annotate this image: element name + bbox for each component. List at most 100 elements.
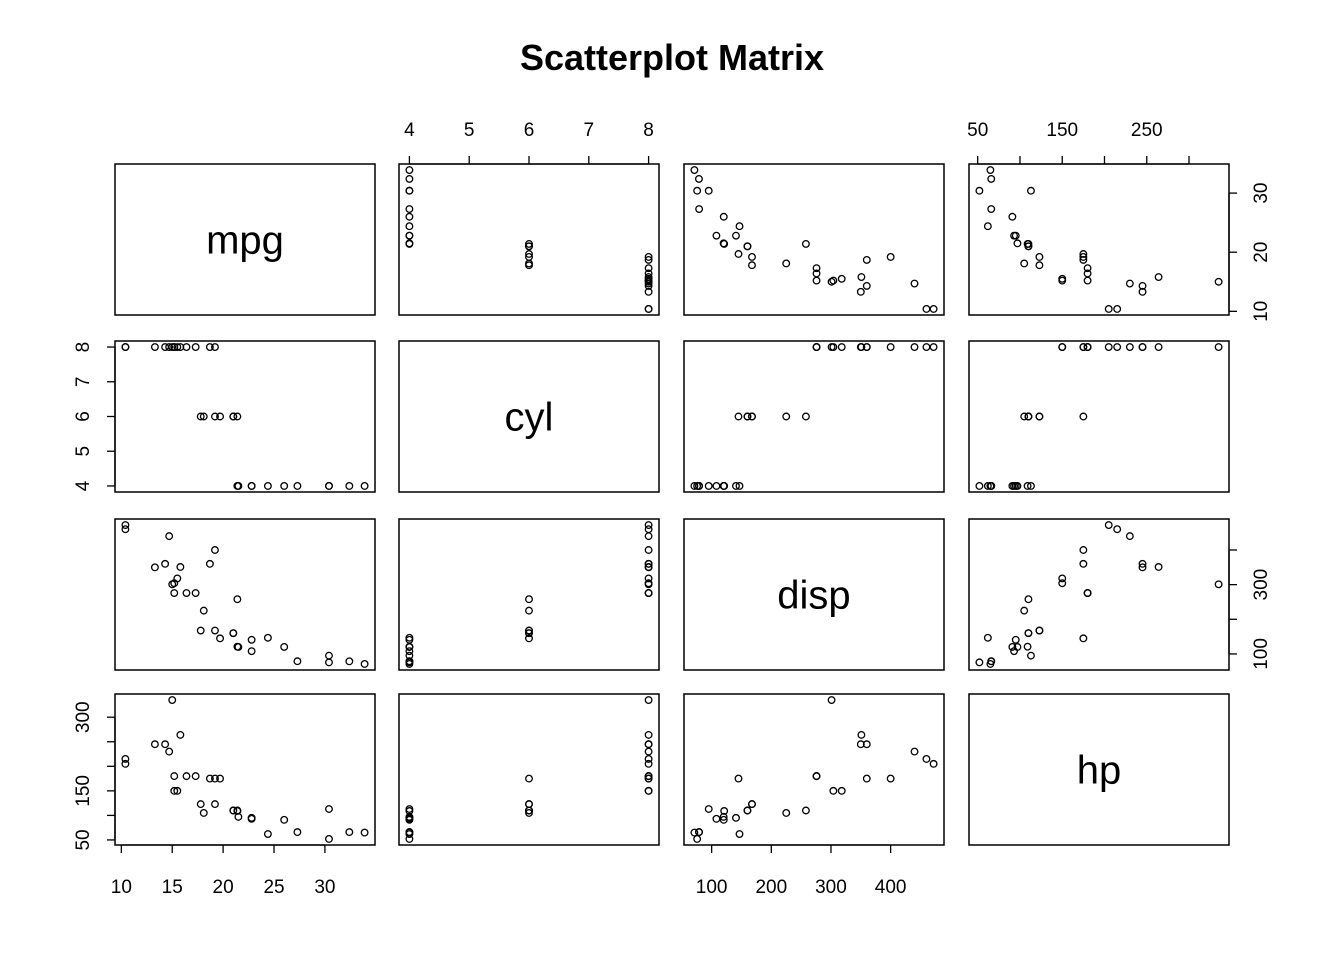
data-point [216,634,225,643]
data-point [748,261,756,270]
data-point [856,740,865,749]
data-point [975,658,984,667]
data-point [1138,343,1147,351]
data-point [405,828,414,837]
data-point [1013,643,1022,651]
data-point [405,239,414,248]
data-point [801,239,810,248]
data-point [1214,343,1223,351]
data-point [910,747,919,756]
data-point [1138,287,1147,296]
data-point [165,343,174,351]
data-point [1113,305,1122,313]
panel-frame [968,693,1230,846]
data-point [405,174,414,183]
data-point [121,525,130,534]
panel-frame [683,340,945,493]
data-point [1020,606,1029,615]
panel-mpg-vs-disp [683,163,945,316]
data-point [720,482,729,490]
data-point [405,815,414,824]
data-point [748,800,756,809]
data-point [987,174,996,183]
data-point [719,812,728,821]
data-point [211,343,219,351]
data-point [196,412,205,421]
tick-label: 100 [696,877,728,898]
data-point [910,279,919,288]
data-point [704,186,713,195]
data-point [405,231,414,240]
data-point [405,166,414,174]
data-point [857,343,866,351]
data-point [170,772,179,781]
data-point [191,343,200,351]
data-point [263,830,272,839]
data-point [695,205,704,214]
data-point [837,343,846,351]
data-point [734,412,743,421]
data-point [782,412,791,421]
data-point [1024,629,1033,638]
data-point [121,754,130,763]
panel-disp-vs-disp: disp [683,518,945,671]
data-point [886,252,895,261]
data-point [644,277,653,286]
tick-label: 20 [213,877,234,898]
data-point [720,807,729,815]
tick-label: 10 [111,877,132,898]
data-point [695,482,704,490]
data-point [525,250,533,258]
data-point [161,740,170,749]
data-point [704,482,713,490]
data-point [644,563,653,571]
data-point [837,274,846,283]
data-point [233,642,242,651]
data-point [191,772,200,781]
data-point [1011,231,1020,240]
data-point [1154,273,1163,281]
data-point [280,642,289,651]
data-point [525,595,533,604]
data-point [191,589,200,597]
data-point [644,696,653,704]
data-point [922,305,931,313]
data-point [1035,626,1044,635]
data-point [922,754,931,763]
data-point [856,287,865,296]
data-point [233,595,242,604]
data-point [720,239,729,248]
data-point [150,343,159,351]
data-point [1008,642,1017,651]
data-point [1079,252,1088,261]
tick-label: 10 [1251,301,1272,322]
data-point [1125,343,1134,351]
panel-frame [683,693,945,846]
panel-cyl-vs-mpg [114,340,376,493]
panel-frame [398,163,660,316]
data-point [719,212,728,221]
data-point [929,343,938,351]
data-point [812,772,821,781]
data-point [205,559,214,568]
data-point [1079,343,1088,351]
data-point [176,730,185,739]
data-point [1011,635,1020,644]
data-point [812,343,821,351]
data-point [987,657,996,666]
data-point [644,747,653,756]
data-point [1013,239,1022,248]
data-point [644,521,653,529]
data-point [405,660,414,668]
data-point [405,807,414,815]
data-point [173,343,182,351]
tick-label: 150 [73,775,94,807]
tick-label: 6 [73,411,94,422]
data-point [405,222,414,231]
data-point [173,574,182,583]
panel-hp-vs-mpg [114,693,376,846]
data-point [176,563,185,571]
data-point [280,482,289,490]
data-point [345,828,354,837]
data-point [748,252,756,261]
